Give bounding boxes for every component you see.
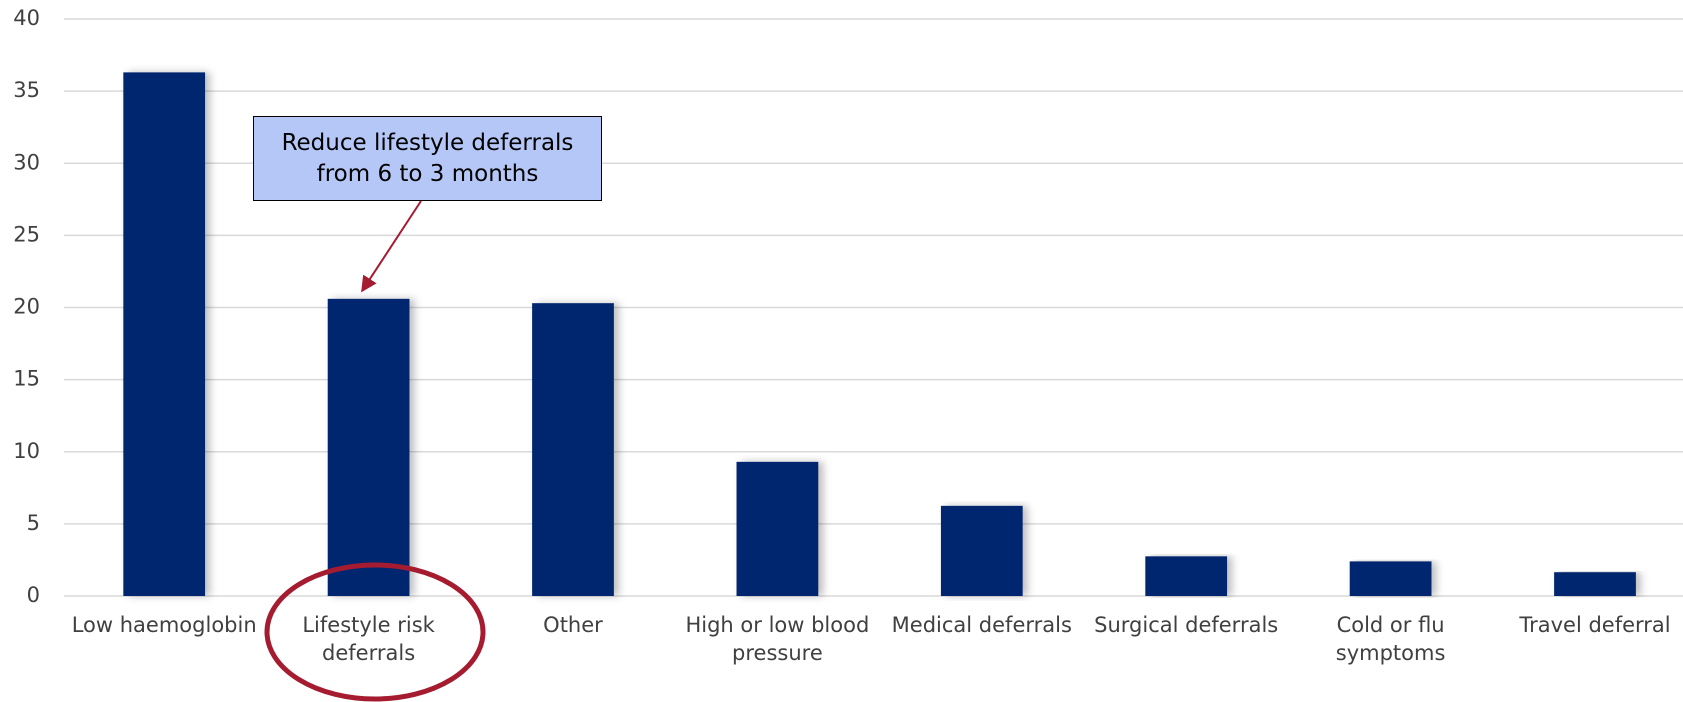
bar <box>1349 561 1432 596</box>
x-tick-label: Medical deferrals <box>891 613 1072 637</box>
y-tick-label: 25 <box>13 222 40 246</box>
bar <box>736 461 819 596</box>
y-tick-label: 5 <box>27 511 40 535</box>
bar <box>1145 556 1228 596</box>
y-tick-label: 30 <box>13 150 40 174</box>
x-tick-label: Low haemoglobin <box>71 613 257 637</box>
x-tick-label: Cold or flu symptoms <box>1335 613 1446 665</box>
bar <box>940 505 1023 596</box>
x-tick-label: Lifestyle risk deferrals <box>302 613 435 665</box>
bar <box>327 298 410 596</box>
bar <box>123 72 206 596</box>
y-tick-label: 20 <box>13 295 40 319</box>
bar <box>1554 572 1636 596</box>
bar <box>532 303 614 596</box>
y-tick-label: 10 <box>13 439 40 463</box>
annotation-arrow <box>361 200 422 293</box>
x-tick-label: High or low blood pressure <box>685 613 870 665</box>
x-tick-label: Surgical deferrals <box>1094 613 1279 637</box>
annotation: Reduce lifestyle deferrals from 6 to 3 m… <box>253 116 602 201</box>
x-tick-label: Other <box>543 613 603 637</box>
highlight-circle <box>264 562 486 702</box>
x-tick-label: Travel deferral <box>1519 613 1671 637</box>
y-tick-label: 0 <box>27 583 40 607</box>
y-tick-label: 35 <box>13 78 40 102</box>
y-tick-label: 40 <box>13 6 40 30</box>
y-tick-label: 15 <box>13 367 40 391</box>
